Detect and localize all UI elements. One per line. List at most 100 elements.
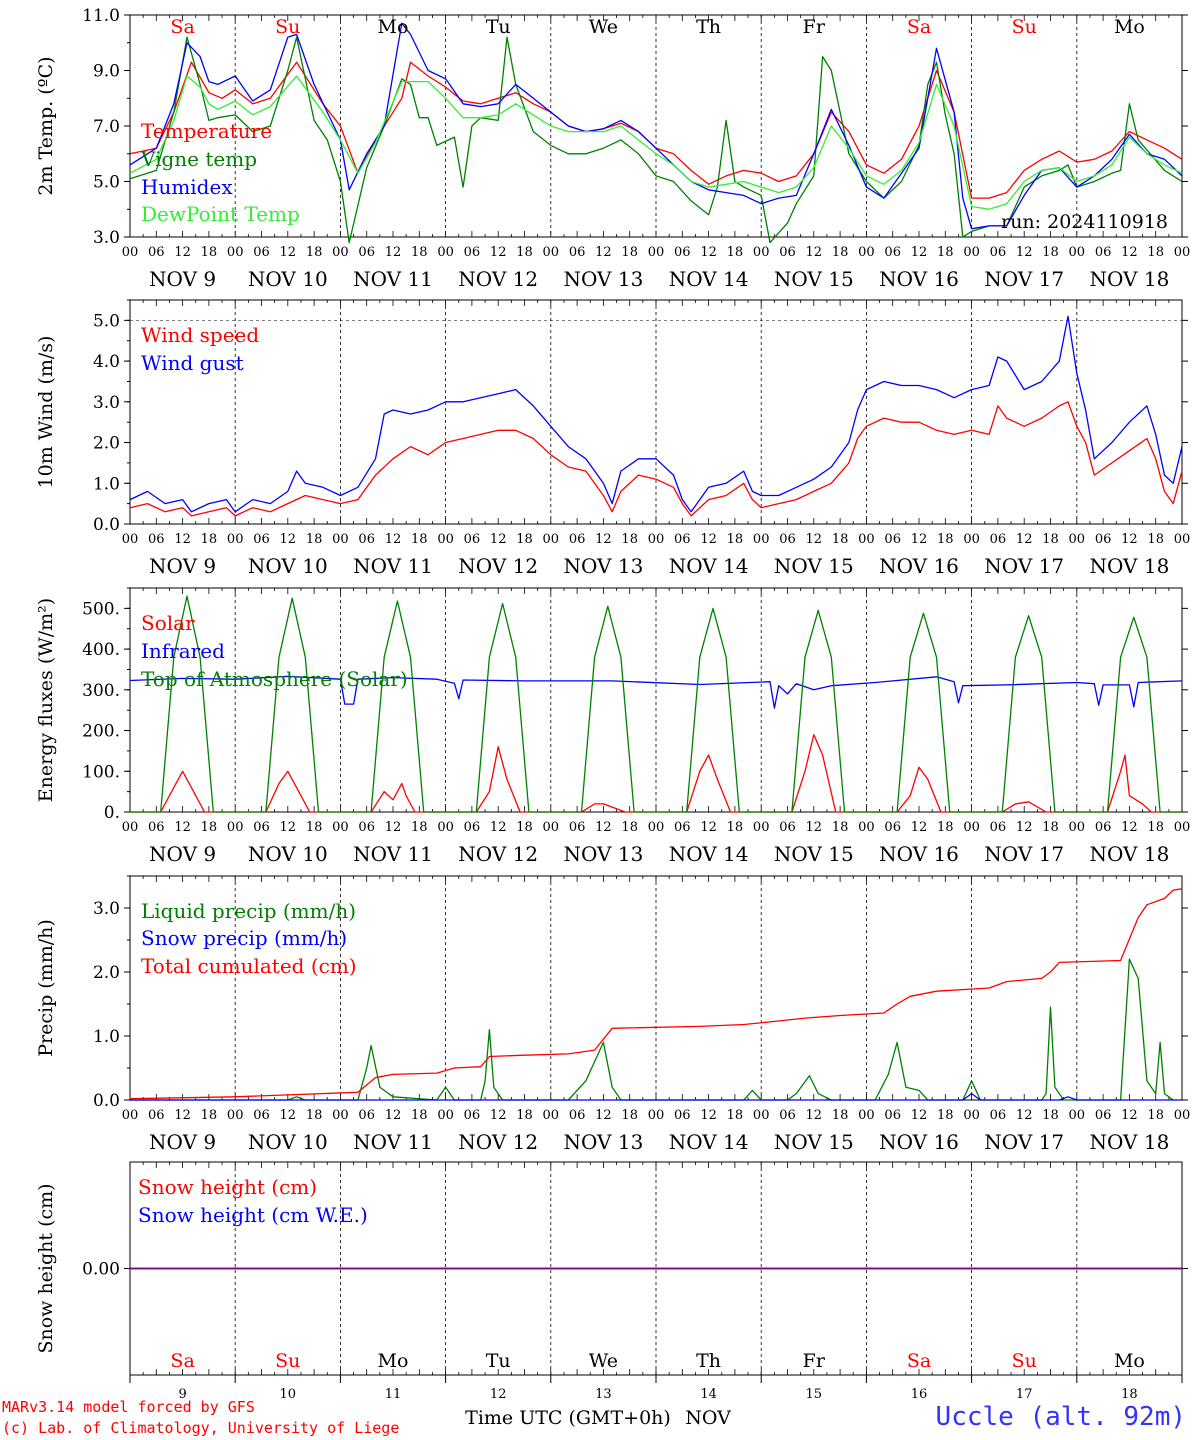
hour-tick-label: 12	[595, 245, 612, 260]
day-abbr-label: Fr	[803, 1350, 826, 1372]
y-tick-label: 0.0	[93, 1091, 120, 1111]
hour-tick-label: 06	[674, 532, 691, 547]
legend-entry: Wind gust	[141, 351, 244, 375]
hour-tick-label: 18	[201, 820, 218, 835]
hour-tick-label: 00	[963, 532, 980, 547]
hour-tick-label: 18	[1147, 532, 1164, 547]
hour-tick-label: 00	[1069, 820, 1086, 835]
hour-tick-label: 06	[464, 532, 481, 547]
day-abbr-label: Mo	[378, 1350, 409, 1372]
hour-tick-label: 00	[227, 1108, 244, 1123]
hour-tick-label: 12	[806, 820, 823, 835]
legend-entry: Total cumulated (cm)	[141, 954, 357, 978]
hour-tick-label: 00	[858, 820, 875, 835]
hour-tick-label: 18	[832, 532, 849, 547]
hour-tick-label: 00	[227, 245, 244, 260]
hour-tick-label: 18	[411, 532, 428, 547]
hour-tick-label: 06	[884, 532, 901, 547]
date-label: NOV 12	[458, 1130, 538, 1154]
hour-tick-label: 00	[332, 245, 349, 260]
hour-tick-label: 00	[1174, 820, 1191, 835]
date-label: NOV 12	[458, 554, 538, 578]
day-abbr-label: Tu	[486, 1350, 511, 1372]
day-number-label: 11	[385, 1387, 402, 1402]
date-label: NOV 16	[879, 842, 959, 866]
y-tick-label: 3.0	[93, 228, 120, 248]
y-tick-label: 9.0	[93, 62, 120, 82]
day-number-label: 14	[700, 1387, 717, 1402]
hour-tick-label: 00	[1069, 1108, 1086, 1123]
hour-tick-label: 12	[806, 1108, 823, 1123]
hour-tick-label: 06	[1095, 245, 1112, 260]
date-label: NOV 18	[1090, 554, 1170, 578]
series-line-3	[129, 22, 1183, 230]
hour-tick-label: 06	[253, 820, 270, 835]
legend-entry: Vigne temp	[140, 147, 257, 171]
hour-tick-label: 12	[280, 1108, 297, 1123]
date-label: NOV 11	[353, 267, 433, 291]
day-abbr-label: Su	[275, 16, 300, 38]
hour-tick-label: 18	[1147, 1108, 1164, 1123]
hour-tick-label: 00	[332, 532, 349, 547]
hour-tick-label: 12	[700, 1108, 717, 1123]
hour-tick-label: 00	[753, 532, 770, 547]
y-tick-label: 3.0	[93, 899, 120, 919]
y-tick-label: 0.00	[82, 1260, 120, 1280]
date-label: NOV 10	[248, 1130, 328, 1154]
hour-tick-label: 18	[201, 245, 218, 260]
hour-tick-label: 12	[1016, 532, 1033, 547]
series-line-4	[129, 75, 1183, 210]
series-line-3	[129, 888, 1183, 1100]
hour-tick-label: 00	[122, 820, 139, 835]
hour-tick-label: 06	[990, 532, 1007, 547]
date-label: NOV 15	[774, 1130, 854, 1154]
station-label: Uccle (alt. 92m)	[935, 1402, 1186, 1432]
hour-tick-label: 12	[490, 1108, 507, 1123]
day-number-label: 10	[280, 1387, 297, 1402]
date-label: NOV 9	[149, 842, 216, 866]
hour-tick-label: 06	[779, 820, 796, 835]
hour-tick-label: 18	[621, 820, 638, 835]
hour-tick-label: 12	[385, 1108, 402, 1123]
hour-tick-label: 18	[201, 1108, 218, 1123]
hour-tick-label: 06	[990, 245, 1007, 260]
legend-entry: Temperature	[141, 119, 272, 143]
hour-tick-label: 06	[148, 820, 165, 835]
day-abbr-label: Sa	[907, 16, 931, 38]
date-label: NOV 11	[353, 1130, 433, 1154]
hour-tick-label: 00	[227, 820, 244, 835]
hour-tick-label: 12	[174, 245, 191, 260]
hour-tick-label: 00	[437, 820, 454, 835]
panel-1: 3.0 5.0 7.0 9.0 11.0 2m Temp. (ºC) Temperature…	[35, 6, 1190, 291]
hour-tick-label: 00	[122, 1108, 139, 1123]
day-number-label: 12	[490, 1387, 507, 1402]
hour-tick-label: 12	[1121, 820, 1138, 835]
day-number-label: 16	[911, 1387, 928, 1402]
hour-tick-label: 12	[1121, 245, 1138, 260]
hour-tick-label: 00	[648, 1108, 665, 1123]
hour-tick-label: 18	[306, 1108, 323, 1123]
legend-entry: DewPoint Temp	[141, 202, 300, 226]
hour-tick-label: 12	[385, 820, 402, 835]
date-label: NOV 14	[669, 267, 749, 291]
hour-tick-label: 00	[332, 820, 349, 835]
hour-tick-label: 12	[806, 532, 823, 547]
hour-tick-label: 00	[543, 1108, 560, 1123]
hour-tick-label: 06	[569, 820, 586, 835]
date-label: NOV 10	[248, 267, 328, 291]
hour-tick-label: 00	[648, 532, 665, 547]
date-label: NOV 11	[353, 554, 433, 578]
day-abbr-label: Su	[1012, 16, 1037, 38]
y-axis-title: Energy fluxes (W/m²)	[35, 598, 57, 802]
day-abbr-label: Su	[1012, 1350, 1037, 1372]
hour-tick-label: 18	[516, 820, 533, 835]
y-tick-label: 200.	[82, 722, 120, 742]
day-abbr-label: Fr	[803, 16, 826, 38]
hour-tick-label: 18	[411, 245, 428, 260]
date-label: NOV 11	[353, 842, 433, 866]
y-tick-label: 0.	[104, 803, 120, 823]
hour-tick-label: 06	[569, 532, 586, 547]
series-line-2	[129, 315, 1183, 513]
hour-tick-label: 12	[1016, 1108, 1033, 1123]
legend-entry: Humidex	[141, 175, 233, 199]
